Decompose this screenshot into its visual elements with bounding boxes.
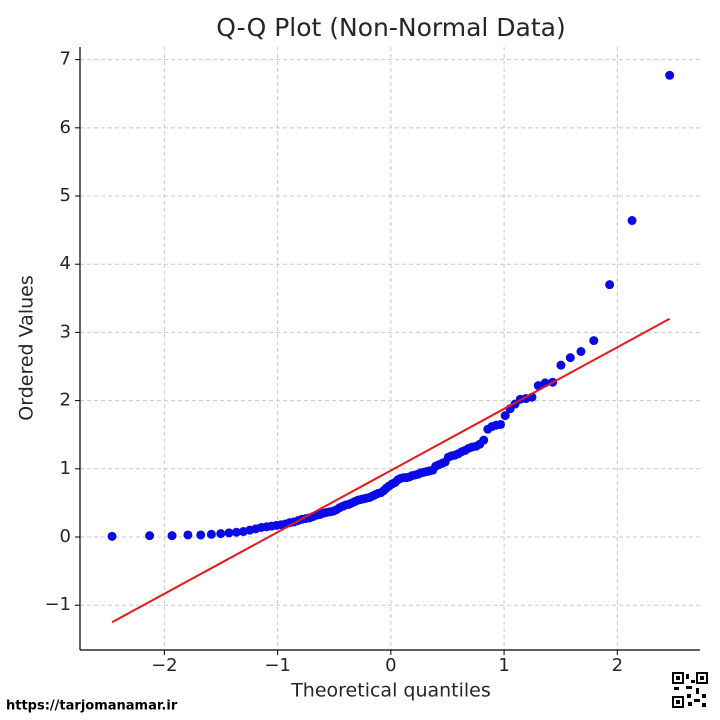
x-tick-label: 1: [498, 655, 509, 676]
x-tick-label: 2: [612, 655, 623, 676]
data-point: [206, 529, 216, 539]
data-point: [665, 70, 675, 80]
data-point: [627, 216, 637, 226]
fit-line: [111, 317, 671, 624]
y-tick-label: 7: [60, 49, 71, 70]
data-point: [196, 530, 206, 540]
data-point: [479, 435, 489, 445]
y-tick-label: 0: [60, 526, 71, 547]
x-axis-label: Theoretical quantiles: [290, 680, 491, 702]
x-tick-label: 0: [385, 655, 396, 676]
watermark: https://tarjomanamar.ir: [6, 699, 178, 714]
data-point: [576, 347, 586, 357]
y-tick-label: 3: [60, 321, 71, 342]
data-point: [145, 531, 155, 541]
y-tick-label: 1: [60, 458, 71, 479]
data-point: [496, 419, 506, 429]
data-point: [183, 530, 193, 540]
y-tick-label: 2: [60, 390, 71, 411]
y-tick-label: 4: [60, 253, 71, 274]
x-tick-label: −2: [151, 655, 178, 676]
data-point: [224, 528, 234, 538]
data-point: [107, 531, 117, 541]
data-point: [556, 360, 566, 370]
data-point: [232, 527, 242, 537]
y-tick-label: 5: [60, 185, 71, 206]
chart-title: Q-Q Plot (Non-Normal Data): [216, 13, 565, 42]
data-point: [589, 336, 599, 346]
x-tick-label: −1: [264, 655, 291, 676]
data-point: [216, 529, 226, 539]
y-axis-label: Ordered Values: [16, 275, 38, 420]
data-point: [565, 353, 575, 363]
data-point: [533, 381, 543, 391]
qr-code: [672, 672, 708, 708]
data-point: [500, 411, 510, 421]
y-tick-label: −1: [44, 594, 71, 615]
data-point: [167, 531, 177, 541]
data-point: [605, 280, 615, 290]
y-tick-label: 6: [60, 117, 71, 138]
